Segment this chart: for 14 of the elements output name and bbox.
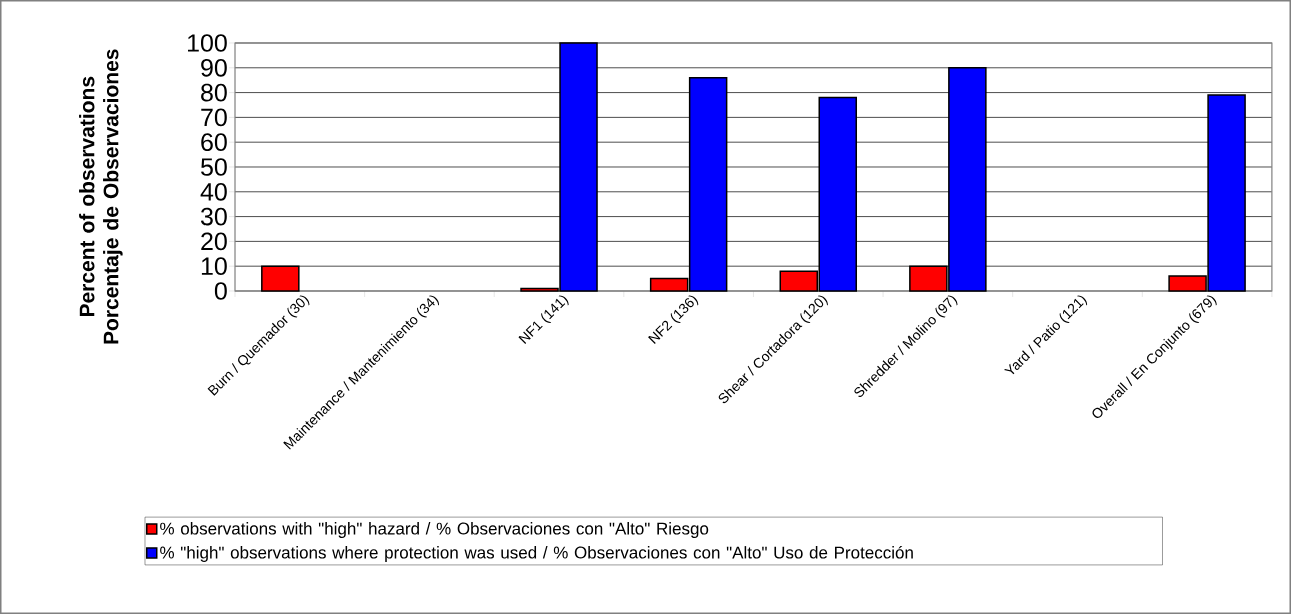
y-tick-label: 80 bbox=[201, 83, 227, 102]
y-tick-label: 90 bbox=[201, 58, 227, 77]
y-tick-label: 30 bbox=[200, 207, 227, 226]
y-tick-label: 20 bbox=[201, 232, 227, 251]
y-tick-label: 60 bbox=[201, 133, 227, 152]
y-tick-label: 0 bbox=[214, 282, 227, 300]
y-tick-label: 100 bbox=[188, 34, 227, 52]
legend-label: % "high" observations where protection was used / % Observaciones con "Alto" Uso de Protección bbox=[160, 545, 913, 562]
y-axis-title: Percent of observations Porcentaje de Observaciones bbox=[79, 49, 123, 344]
y-tick-label: 40 bbox=[200, 182, 227, 201]
y-tick-label: 70 bbox=[201, 108, 227, 127]
y-tick-label: 10 bbox=[201, 257, 227, 276]
legend-label: % observations with "high" hazard / % Observaciones con "Alto" Riesgo bbox=[160, 522, 709, 538]
y-tick-label: 50 bbox=[201, 158, 227, 176]
